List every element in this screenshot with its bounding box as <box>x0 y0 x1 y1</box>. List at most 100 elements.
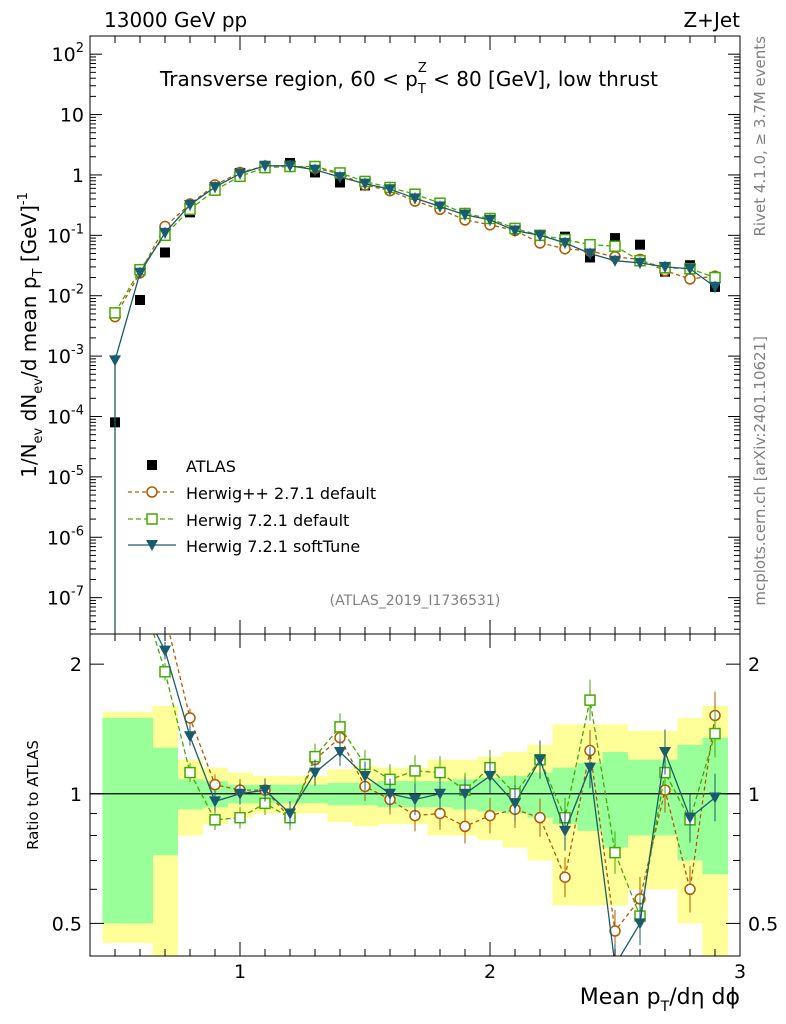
series-herwig-2-7-1-default <box>109 160 721 323</box>
y-tick-label: 10 <box>60 105 84 127</box>
x-tick-label: 3 <box>734 961 746 983</box>
ratio-point <box>159 645 171 657</box>
rivet-info: Rivet 4.1.0, ≥ 3.7M events <box>751 36 769 237</box>
process-label: Z+Jet <box>683 8 740 32</box>
y-tick-label: 10-6 <box>47 524 84 549</box>
ratio-point <box>359 770 371 782</box>
ratio-point <box>384 788 396 800</box>
ratio-point <box>684 883 696 896</box>
data-point <box>709 271 721 284</box>
y-label-part: dN <box>17 394 41 428</box>
ratio-point <box>459 788 471 800</box>
legend-label-atlas: ATLAS <box>186 457 236 476</box>
data-point <box>109 355 121 367</box>
main-data-layer <box>109 157 721 634</box>
ratio-point <box>609 960 621 971</box>
ratio-point <box>184 712 196 724</box>
data-point <box>659 261 671 273</box>
data-point <box>684 263 696 275</box>
ratio-point <box>334 721 346 733</box>
ratio-axis-ticks <box>90 634 740 956</box>
ratio-point <box>284 808 296 820</box>
band-green <box>152 747 178 856</box>
y-tick-label: 10-5 <box>47 464 84 489</box>
series-herwig-7-2-1-default <box>109 160 721 319</box>
legend-marker <box>146 540 158 551</box>
main-axis-ticks <box>90 35 740 634</box>
data-point <box>309 164 321 176</box>
ratio-point <box>434 788 446 800</box>
data-point <box>160 247 170 258</box>
data-point <box>609 255 621 267</box>
data-point <box>459 209 471 221</box>
ratio-y-tick-label-right: 2 <box>748 654 760 676</box>
x-label-sub: T <box>660 999 670 1015</box>
data-point <box>484 214 496 226</box>
data-point <box>609 240 621 252</box>
data-point <box>284 160 296 172</box>
ratio-point <box>184 766 196 779</box>
ratio-point <box>584 762 596 774</box>
ratio-point <box>534 754 546 766</box>
ratio-point <box>209 778 221 791</box>
data-point <box>534 230 546 242</box>
ratio-y-label: Ratio to ATLAS <box>24 740 42 850</box>
data-point <box>635 239 645 250</box>
ratio-point <box>484 770 496 782</box>
main-y-tick-labels: 10-7 10-6 10-5 10-4 10-3 10-2 10-1 1 10 102 <box>47 41 84 609</box>
ratio-point <box>509 798 521 810</box>
data-point <box>109 307 121 319</box>
y-label-part: /d mean p <box>17 276 41 378</box>
ratio-point <box>609 925 621 937</box>
ratio-data-layer <box>90 596 740 971</box>
legend-label-herwigpp: Herwig++ 2.7.1 default <box>186 484 376 503</box>
legend: ATLAS Herwig++ 2.7.1 default Herwig 7.2.… <box>128 457 376 556</box>
data-point <box>234 168 246 180</box>
y-tick-label: 102 <box>52 41 84 66</box>
y-label-part: 1/N <box>17 443 41 477</box>
legend-label-softtune: Herwig 7.2.1 softTune <box>186 537 360 556</box>
y-tick-label: 10-1 <box>47 222 84 247</box>
data-point <box>334 172 346 184</box>
ratio-point <box>209 814 221 826</box>
x-tick-label: 2 <box>484 961 496 983</box>
data-point <box>434 201 446 213</box>
ratio-y-tick-label-left: 1 <box>70 784 82 806</box>
x-tick-label: 1 <box>234 961 246 983</box>
ratio-y-tick-label-right: 0.5 <box>748 913 778 935</box>
x-label-part: /dη dϕ <box>669 985 740 1010</box>
collision-label: 13000 GeV pp <box>104 8 247 32</box>
data-point <box>184 199 196 211</box>
ratio-point <box>234 811 246 824</box>
ratio-point <box>159 666 171 678</box>
data-point <box>159 227 171 239</box>
data-point <box>709 281 721 293</box>
y-label-sup: -1 <box>16 192 31 205</box>
y-tick-label: 10-3 <box>47 343 84 368</box>
data-point <box>409 193 421 205</box>
ratio-point <box>459 820 471 833</box>
data-point <box>634 257 646 269</box>
legend-marker <box>146 486 158 498</box>
x-axis-label: Mean pT/dη dϕ <box>580 985 740 1015</box>
band-green <box>627 759 653 836</box>
data-point <box>134 267 146 279</box>
ratio-point <box>559 871 571 883</box>
ratio-point <box>209 796 221 808</box>
x-label-part: Mean p <box>580 985 661 1010</box>
ratio-point <box>709 727 721 740</box>
legend-marker <box>147 460 157 470</box>
main-panel: 10-7 10-6 10-5 10-4 10-3 10-2 10-1 1 10 102 Trans… <box>16 35 741 635</box>
ratio-point <box>659 747 671 759</box>
band-green <box>177 779 203 810</box>
y-label-sub: T <box>31 268 46 277</box>
ratio-point <box>309 767 321 779</box>
y-tick-label: 10-4 <box>47 403 84 428</box>
ratio-point <box>709 792 721 804</box>
data-point <box>209 182 221 194</box>
ratio-point <box>484 809 496 822</box>
plot-title-part: Transverse region, 60 < p <box>159 67 418 91</box>
legend-label-herwig721: Herwig 7.2.1 default <box>186 511 349 530</box>
ratio-point <box>234 788 246 800</box>
ratio-point <box>135 596 145 606</box>
